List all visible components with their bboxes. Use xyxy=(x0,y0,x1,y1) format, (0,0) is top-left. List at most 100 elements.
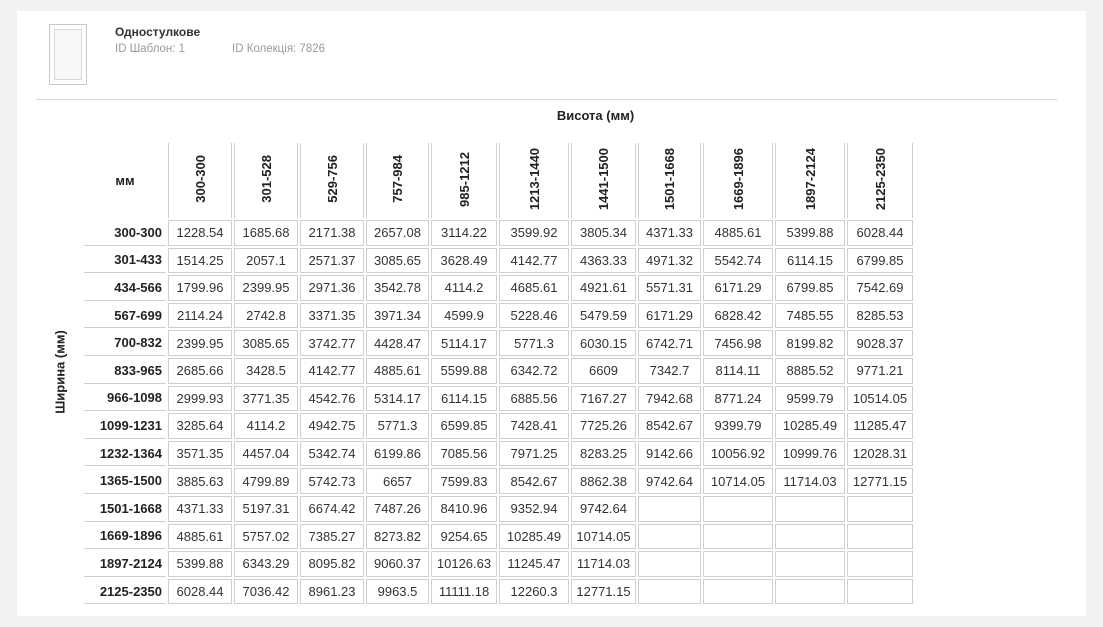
price-cell[interactable]: 8114.11 xyxy=(703,357,773,384)
price-cell[interactable]: 5314.17 xyxy=(366,385,429,412)
price-cell[interactable]: 2999.93 xyxy=(168,385,232,412)
price-cell[interactable]: 4114.2 xyxy=(431,275,497,301)
price-cell[interactable]: 7971.25 xyxy=(499,440,569,467)
empty-cell[interactable] xyxy=(775,495,845,522)
price-cell[interactable]: 9599.79 xyxy=(775,385,845,412)
price-cell[interactable]: 4921.61 xyxy=(571,275,636,301)
price-cell[interactable]: 2971.36 xyxy=(300,275,364,301)
price-cell[interactable]: 3428.5 xyxy=(234,357,298,384)
price-cell[interactable]: 6171.29 xyxy=(638,302,701,329)
price-cell[interactable]: 10999.76 xyxy=(775,440,845,467)
price-cell[interactable]: 4885.61 xyxy=(703,220,773,246)
price-cell[interactable]: 9963.5 xyxy=(366,578,429,605)
price-cell[interactable]: 9771.21 xyxy=(847,357,913,384)
price-cell[interactable]: 2399.95 xyxy=(168,330,232,356)
price-cell[interactable]: 8542.67 xyxy=(638,413,701,439)
price-cell[interactable]: 9742.64 xyxy=(571,495,636,522)
price-cell[interactable]: 6742.71 xyxy=(638,330,701,356)
price-cell[interactable]: 7942.68 xyxy=(638,385,701,412)
price-cell[interactable]: 6171.29 xyxy=(703,275,773,301)
price-cell[interactable]: 1799.96 xyxy=(168,275,232,301)
price-cell[interactable]: 5571.31 xyxy=(638,275,701,301)
price-cell[interactable]: 10285.49 xyxy=(499,523,569,550)
empty-cell[interactable] xyxy=(703,578,773,605)
price-cell[interactable]: 8095.82 xyxy=(300,551,364,577)
price-cell[interactable]: 6028.44 xyxy=(847,220,913,246)
price-cell[interactable]: 6114.15 xyxy=(431,385,497,412)
price-cell[interactable]: 6657 xyxy=(366,468,429,494)
price-cell[interactable]: 8410.96 xyxy=(431,495,497,522)
empty-cell[interactable] xyxy=(775,551,845,577)
price-cell[interactable]: 5742.73 xyxy=(300,468,364,494)
price-cell[interactable]: 9399.79 xyxy=(703,413,773,439)
price-cell[interactable]: 5771.3 xyxy=(499,330,569,356)
price-cell[interactable]: 4142.77 xyxy=(499,247,569,274)
price-cell[interactable]: 4885.61 xyxy=(168,523,232,550)
price-cell[interactable]: 4114.2 xyxy=(234,413,298,439)
price-cell[interactable]: 5479.59 xyxy=(571,302,636,329)
price-cell[interactable]: 6799.85 xyxy=(847,247,913,274)
price-cell[interactable]: 8862.38 xyxy=(571,468,636,494)
price-cell[interactable]: 12771.15 xyxy=(847,468,913,494)
price-cell[interactable]: 5399.88 xyxy=(168,551,232,577)
price-cell[interactable]: 11111.18 xyxy=(431,578,497,605)
price-cell[interactable]: 6609 xyxy=(571,357,636,384)
price-cell[interactable]: 8542.67 xyxy=(499,468,569,494)
price-cell[interactable]: 5599.88 xyxy=(431,357,497,384)
price-cell[interactable]: 3085.65 xyxy=(366,247,429,274)
price-cell[interactable]: 2114.24 xyxy=(168,302,232,329)
empty-cell[interactable] xyxy=(703,495,773,522)
price-cell[interactable]: 4599.9 xyxy=(431,302,497,329)
price-cell[interactable]: 4428.47 xyxy=(366,330,429,356)
price-cell[interactable]: 8285.53 xyxy=(847,302,913,329)
price-cell[interactable]: 4971.32 xyxy=(638,247,701,274)
price-cell[interactable]: 8771.24 xyxy=(703,385,773,412)
price-cell[interactable]: 10056.92 xyxy=(703,440,773,467)
price-cell[interactable]: 6828.42 xyxy=(703,302,773,329)
price-cell[interactable]: 3571.35 xyxy=(168,440,232,467)
price-cell[interactable]: 6199.86 xyxy=(366,440,429,467)
price-cell[interactable]: 1228.54 xyxy=(168,220,232,246)
price-cell[interactable]: 2571.37 xyxy=(300,247,364,274)
price-cell[interactable]: 10126.63 xyxy=(431,551,497,577)
price-cell[interactable]: 2399.95 xyxy=(234,275,298,301)
price-cell[interactable]: 5757.02 xyxy=(234,523,298,550)
price-cell[interactable]: 3114.22 xyxy=(431,220,497,246)
empty-cell[interactable] xyxy=(703,551,773,577)
price-cell[interactable]: 2685.66 xyxy=(168,357,232,384)
price-cell[interactable]: 7456.98 xyxy=(703,330,773,356)
price-cell[interactable]: 3885.63 xyxy=(168,468,232,494)
price-cell[interactable]: 7085.56 xyxy=(431,440,497,467)
empty-cell[interactable] xyxy=(638,523,701,550)
price-cell[interactable]: 7725.26 xyxy=(571,413,636,439)
price-cell[interactable]: 10285.49 xyxy=(775,413,845,439)
price-cell[interactable]: 4885.61 xyxy=(366,357,429,384)
price-cell[interactable]: 11714.03 xyxy=(775,468,845,494)
price-cell[interactable]: 6030.15 xyxy=(571,330,636,356)
price-cell[interactable]: 6343.29 xyxy=(234,551,298,577)
price-cell[interactable]: 7036.42 xyxy=(234,578,298,605)
price-cell[interactable]: 11285.47 xyxy=(847,413,913,439)
price-cell[interactable]: 9352.94 xyxy=(499,495,569,522)
price-cell[interactable]: 10714.05 xyxy=(703,468,773,494)
price-cell[interactable]: 3085.65 xyxy=(234,330,298,356)
price-cell[interactable]: 3371.35 xyxy=(300,302,364,329)
price-cell[interactable]: 2057.1 xyxy=(234,247,298,274)
price-cell[interactable]: 2657.08 xyxy=(366,220,429,246)
price-cell[interactable]: 2171.38 xyxy=(300,220,364,246)
price-cell[interactable]: 10714.05 xyxy=(571,523,636,550)
price-cell[interactable]: 5114.17 xyxy=(431,330,497,356)
empty-cell[interactable] xyxy=(638,551,701,577)
price-cell[interactable]: 7485.55 xyxy=(775,302,845,329)
price-cell[interactable]: 4371.33 xyxy=(168,495,232,522)
empty-cell[interactable] xyxy=(703,523,773,550)
price-cell[interactable]: 3285.64 xyxy=(168,413,232,439)
price-cell[interactable]: 3542.78 xyxy=(366,275,429,301)
price-cell[interactable]: 3599.92 xyxy=(499,220,569,246)
price-cell[interactable]: 8961.23 xyxy=(300,578,364,605)
price-cell[interactable]: 2742.8 xyxy=(234,302,298,329)
empty-cell[interactable] xyxy=(775,523,845,550)
price-cell[interactable]: 9142.66 xyxy=(638,440,701,467)
price-cell[interactable]: 7599.83 xyxy=(431,468,497,494)
price-cell[interactable]: 9060.37 xyxy=(366,551,429,577)
